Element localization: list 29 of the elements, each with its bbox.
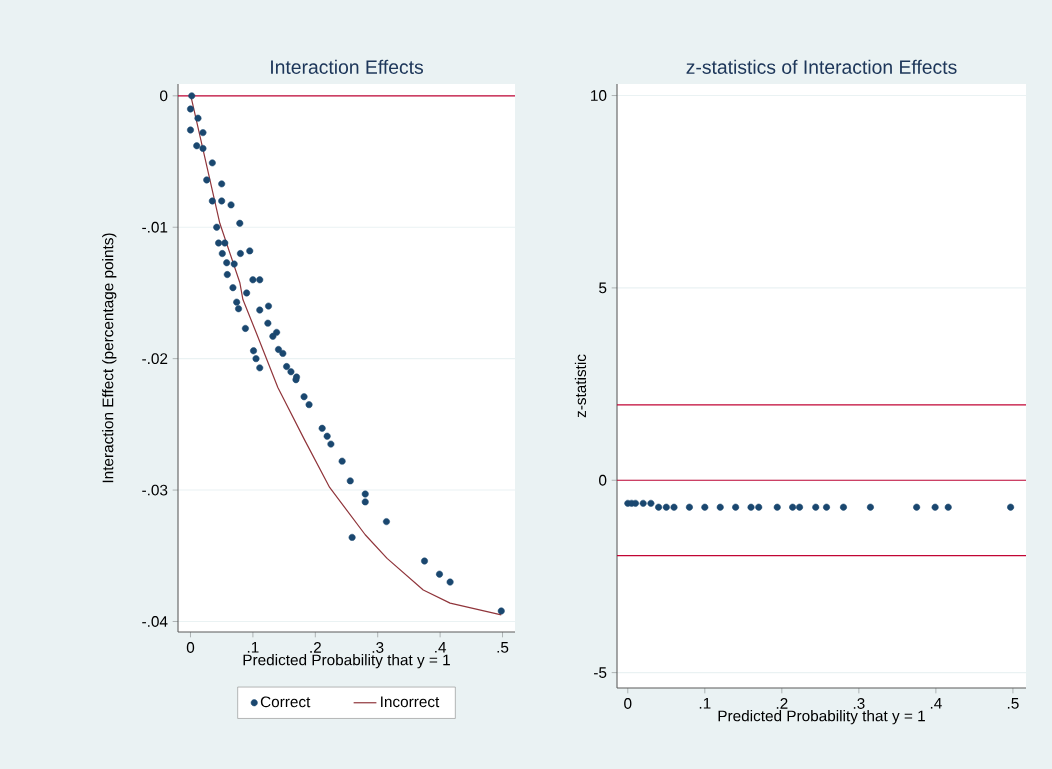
x-tick-label: .5 [497, 642, 509, 653]
y-axis-title: z-statistic [574, 354, 587, 418]
x-axis-title: Predicted Probability that y = 1 [718, 710, 925, 725]
y-tick-label: 0 [160, 90, 168, 102]
y-tick-label: 0 [599, 474, 607, 486]
x-tick-label: .3 [853, 698, 865, 709]
y-tick-label: 10 [591, 90, 607, 101]
x-tick-label: .4 [435, 642, 447, 653]
y-tick-label: -.04 [142, 616, 168, 627]
x-tick-label: .5 [1007, 698, 1019, 709]
y-tick-label: -.03 [142, 484, 168, 496]
x-tick-label: .2 [776, 698, 788, 709]
x-tick-label: 0 [186, 642, 195, 653]
y-tick-label: 5 [599, 282, 607, 294]
x-tick-label: .1 [247, 642, 259, 653]
x-tick-label: .4 [930, 698, 942, 709]
y-tick-label: -.01 [142, 221, 168, 233]
chart-title: z-statistics of Interaction Effects [686, 59, 957, 74]
chart-title: Interaction Effects [271, 59, 424, 74]
y-tick-label: -5 [594, 667, 607, 678]
x-tick-label: .3 [372, 642, 384, 653]
x-tick-label: 0 [624, 698, 632, 709]
x-tick-label: .1 [699, 698, 711, 709]
y-tick-label: -.02 [142, 353, 168, 365]
legend-label: Incorrect [381, 696, 440, 708]
x-tick-label: .2 [310, 642, 321, 653]
legend-label: Correct [260, 696, 311, 708]
x-axis-title: Predicted Probability that y = 1 [243, 654, 450, 669]
y-axis-title: Interaction Effect (percentage points) [102, 233, 117, 483]
